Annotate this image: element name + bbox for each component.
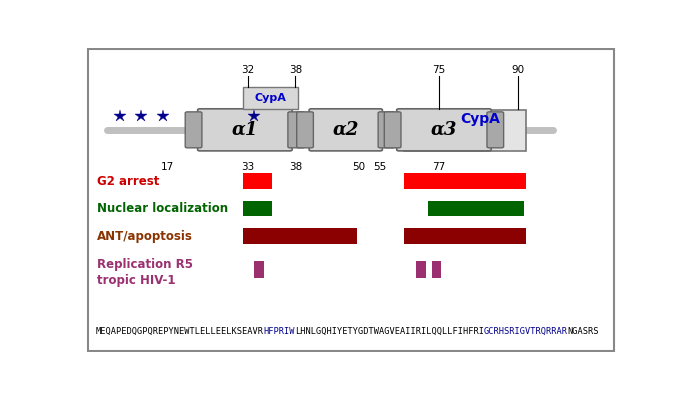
- Bar: [416, 261, 426, 278]
- Bar: [428, 201, 523, 216]
- Text: 55: 55: [373, 162, 387, 172]
- FancyBboxPatch shape: [487, 112, 503, 148]
- Bar: [243, 228, 358, 244]
- Text: GCRHSRIGVTRQRRAR: GCRHSRIGVTRQRRAR: [484, 327, 568, 335]
- FancyBboxPatch shape: [185, 112, 202, 148]
- Text: 50: 50: [353, 162, 366, 172]
- Text: 38: 38: [288, 65, 302, 75]
- FancyBboxPatch shape: [288, 112, 305, 148]
- FancyBboxPatch shape: [397, 109, 491, 151]
- FancyBboxPatch shape: [297, 112, 313, 148]
- Text: MEQAPEDQGPQREPYNEWTLELLEELKSEAVR: MEQAPEDQGPQREPYNEWTLELLEELKSEAVR: [95, 327, 263, 335]
- Text: α2: α2: [332, 121, 359, 139]
- FancyBboxPatch shape: [309, 109, 382, 151]
- Bar: [243, 87, 298, 109]
- FancyBboxPatch shape: [198, 109, 292, 151]
- Text: CypA: CypA: [255, 93, 286, 103]
- Text: 33: 33: [241, 162, 254, 172]
- Bar: [254, 261, 264, 278]
- Text: LHNLGQHIYETYGDTWAGVEAIIRILQQLLFIHFRI: LHNLGQHIYETYGDTWAGVEAIIRILQQLLFIHFRI: [295, 327, 484, 335]
- Text: 38: 38: [288, 162, 302, 172]
- Text: 90: 90: [512, 65, 525, 75]
- Text: CypA: CypA: [460, 112, 500, 126]
- Text: HFPRIW: HFPRIW: [263, 327, 295, 335]
- Bar: [404, 228, 526, 244]
- Text: 77: 77: [432, 162, 445, 172]
- Bar: [404, 110, 526, 151]
- FancyBboxPatch shape: [88, 49, 614, 351]
- Text: 32: 32: [241, 65, 254, 75]
- Text: G2 arrest: G2 arrest: [97, 175, 160, 188]
- Bar: [243, 201, 273, 216]
- Text: ANT/apoptosis: ANT/apoptosis: [97, 230, 193, 243]
- Bar: [432, 261, 441, 278]
- Text: α3: α3: [431, 121, 457, 139]
- Text: 17: 17: [161, 162, 175, 172]
- Text: Nuclear localization: Nuclear localization: [97, 202, 228, 215]
- Bar: [243, 173, 273, 189]
- Text: 75: 75: [432, 65, 445, 75]
- Bar: [404, 173, 526, 189]
- FancyBboxPatch shape: [378, 112, 395, 148]
- Text: Replication R5
tropic HIV-1: Replication R5 tropic HIV-1: [97, 258, 193, 287]
- FancyBboxPatch shape: [384, 112, 401, 148]
- Text: NGASRS: NGASRS: [568, 327, 599, 335]
- Text: α1: α1: [232, 121, 258, 139]
